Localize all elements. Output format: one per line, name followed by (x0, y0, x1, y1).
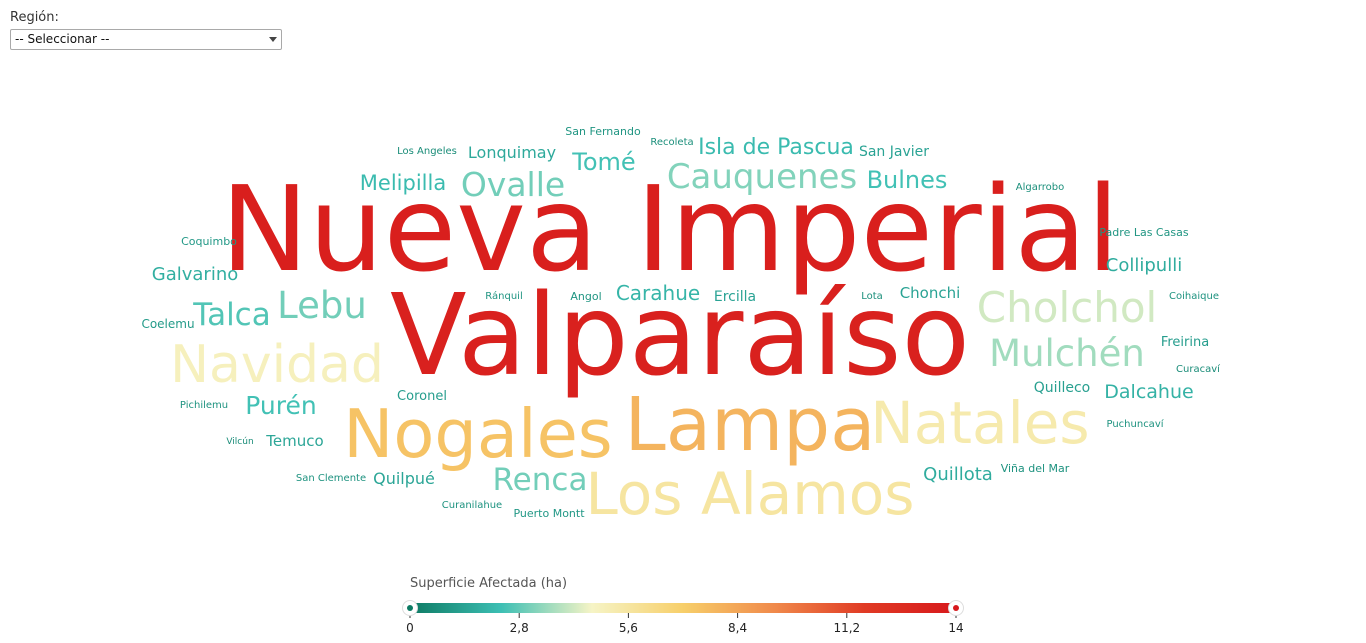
word-melipilla[interactable]: Melipilla (360, 171, 446, 195)
legend-gradient-bar (410, 603, 956, 613)
word-algarrobo[interactable]: Algarrobo (1016, 182, 1065, 193)
word-ercilla[interactable]: Ercilla (714, 289, 756, 305)
region-select-value: -- Seleccionar -- (15, 32, 110, 46)
word-nueva-imperial[interactable]: Nueva Imperial (221, 160, 1120, 298)
word-temuco[interactable]: Temuco (265, 432, 323, 450)
region-filter: Región: -- Seleccionar -- (10, 10, 282, 50)
word-ranquil[interactable]: Ránquil (485, 290, 522, 302)
legend-tick-label: 14 (948, 621, 963, 635)
word-puerto-montt[interactable]: Puerto Montt (513, 507, 585, 520)
word-nogales[interactable]: Nogales (343, 395, 612, 473)
word-mulchen[interactable]: Mulchén (989, 332, 1145, 375)
word-coihaique[interactable]: Coihaique (1169, 291, 1219, 302)
legend-tick-label: 0 (406, 621, 414, 635)
word-los-alamos[interactable]: Los Alamos (586, 460, 915, 528)
word-tome[interactable]: Tomé (571, 148, 635, 176)
word-puren[interactable]: Purén (245, 391, 316, 420)
word-renca[interactable]: Renca (493, 462, 588, 498)
word-lebu[interactable]: Lebu (277, 284, 367, 327)
word-coquimbo[interactable]: Coquimbo (181, 235, 237, 248)
word-pichilemu[interactable]: Pichilemu (180, 400, 228, 411)
word-dalcahue[interactable]: Dalcahue (1104, 381, 1193, 403)
word-bulnes[interactable]: Bulnes (867, 166, 948, 194)
word-lampa[interactable]: Lampa (625, 382, 876, 468)
word-los-angeles[interactable]: Los Angeles (397, 146, 457, 157)
word-freirina[interactable]: Freirina (1161, 335, 1209, 350)
word-collipulli[interactable]: Collipulli (1106, 255, 1182, 276)
chevron-down-icon (269, 37, 277, 42)
word-coronel[interactable]: Coronel (397, 389, 447, 404)
legend-tick-label: 2,8 (510, 621, 529, 635)
legend-min-handle[interactable] (402, 600, 418, 616)
legend-max-handle[interactable] (948, 600, 964, 616)
word-cholchol[interactable]: Cholchol (977, 283, 1157, 332)
region-select[interactable]: -- Seleccionar -- (10, 29, 282, 50)
word-angol[interactable]: Angol (570, 290, 601, 303)
word-quilleco[interactable]: Quilleco (1034, 380, 1090, 396)
word-puchuncavi[interactable]: Puchuncaví (1106, 418, 1164, 430)
word-vina-del-mar[interactable]: Viña del Mar (1001, 462, 1070, 475)
legend-tick-label: 11,2 (833, 621, 860, 635)
word-curanilahue[interactable]: Curanilahue (442, 500, 502, 511)
word-san-fernando[interactable]: San Fernando (565, 125, 641, 138)
legend-title: Superficie Afectada (ha) (410, 576, 567, 591)
word-quilpue[interactable]: Quilpué (373, 469, 435, 488)
word-carahue[interactable]: Carahue (616, 281, 700, 305)
legend-tick-label: 5,6 (619, 621, 638, 635)
word-vilcun[interactable]: Vilcún (226, 437, 253, 447)
word-ovalle[interactable]: Ovalle (461, 165, 565, 204)
region-filter-label: Región: (10, 10, 59, 25)
word-curacavi[interactable]: Curacaví (1176, 363, 1221, 375)
legend-tick-label: 8,4 (728, 621, 747, 635)
word-coelemu[interactable]: Coelemu (141, 317, 194, 331)
word-cloud: Nueva ImperialValparaísoLampaNogalesLos … (141, 125, 1221, 528)
word-galvarino[interactable]: Galvarino (152, 264, 238, 285)
word-valparaiso[interactable]: Valparaíso (390, 271, 970, 401)
word-chonchi[interactable]: Chonchi (900, 284, 961, 302)
word-recoleta[interactable]: Recoleta (650, 137, 693, 148)
word-padre-las-casas[interactable]: Padre Las Casas (1099, 226, 1188, 239)
word-talca[interactable]: Talca (192, 297, 270, 333)
word-isla-de-pascua[interactable]: Isla de Pascua (698, 135, 854, 160)
word-quillota[interactable]: Quillota (923, 464, 993, 485)
word-navidad[interactable]: Navidad (170, 335, 384, 395)
word-natales[interactable]: Natales (870, 389, 1089, 457)
word-lota[interactable]: Lota (861, 291, 883, 302)
word-cauquenes[interactable]: Cauquenes (667, 157, 857, 197)
word-san-clemente[interactable]: San Clemente (296, 473, 366, 484)
word-san-javier[interactable]: San Javier (859, 144, 929, 160)
word-lonquimay[interactable]: Lonquimay (468, 143, 556, 162)
